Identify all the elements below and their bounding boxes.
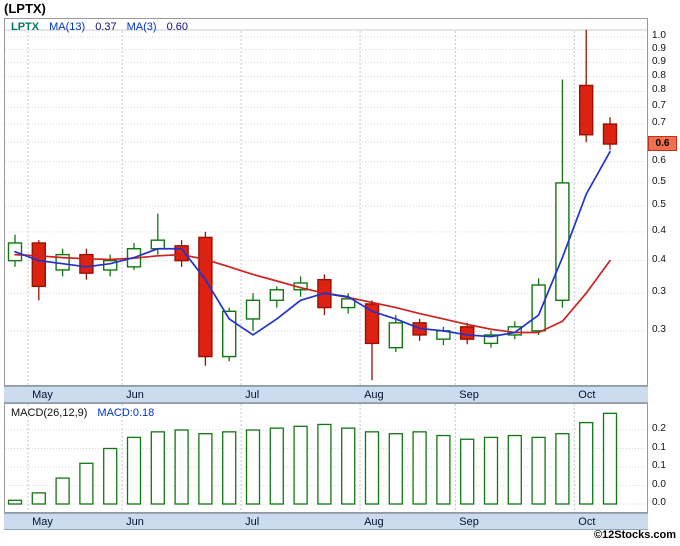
- ma13-value: 0.37: [95, 21, 117, 33]
- price-axis: 1.00.90.90.80.80.70.70.60.60.50.50.40.40…: [649, 18, 680, 386]
- macd-value: MACD:0.18: [97, 407, 155, 419]
- month-label: Jul: [245, 389, 260, 401]
- price-tick-label: 0.5: [652, 175, 666, 187]
- price-tick-label: 1.0: [652, 30, 666, 41]
- month-axis-price: May Jun Jul Aug Sep Oct: [4, 386, 648, 403]
- month-label: Oct: [578, 516, 596, 528]
- macd-tick-label: 0.2: [652, 423, 666, 434]
- candlestick-chart: [5, 29, 647, 385]
- price-tick-label: 0.7: [652, 117, 666, 129]
- month-axis-macd: May Jun Jul Aug Sep Oct: [4, 513, 648, 530]
- macd-tick-label: 0.0: [652, 497, 666, 508]
- price-legend: LPTX MA(13) 0.37 MA(3) 0.60: [11, 21, 198, 33]
- macd-tick-label: 0.1: [652, 460, 666, 471]
- month-label: May: [32, 516, 53, 528]
- price-tick-label: 0.6: [652, 154, 666, 166]
- price-tick-label: 0.4: [652, 224, 666, 236]
- price-tick-label: 0.3: [652, 323, 666, 335]
- ma3-label: MA(3): [126, 21, 157, 33]
- month-label: Oct: [578, 389, 596, 401]
- ticker-symbol: LPTX: [11, 21, 40, 33]
- month-label: Sep: [459, 389, 479, 401]
- month-label: Aug: [364, 389, 384, 401]
- month-label: Sep: [459, 516, 479, 528]
- price-pane: LPTX MA(13) 0.37 MA(3) 0.60: [4, 18, 648, 386]
- macd-params: MACD(26,12,9): [11, 407, 88, 419]
- ma13-label: MA(13): [49, 21, 86, 33]
- price-tick-label: 0.4: [652, 253, 666, 265]
- macd-tick-label: 0.0: [652, 478, 666, 490]
- month-label: May: [32, 389, 53, 401]
- price-tick-label: 0.9: [652, 55, 666, 67]
- macd-axis: 0.2 0.1 0.1 0.0 0.0: [649, 403, 680, 513]
- credit-text: ©12Stocks.com: [593, 529, 676, 541]
- month-label: Jun: [126, 389, 144, 401]
- price-tick-label: 0.8: [652, 84, 666, 96]
- month-label: Aug: [364, 516, 384, 528]
- macd-pane: MACD(26,12,9) MACD:0.18: [4, 403, 648, 513]
- month-label: Jul: [245, 516, 260, 528]
- price-tick-label: 0.8: [652, 69, 666, 81]
- macd-tick-label: 0.1: [652, 441, 666, 453]
- macd-histogram: [5, 404, 647, 512]
- credit-footer: ©12Stocks.com: [0, 529, 676, 545]
- page-title: (LPTX): [4, 1, 46, 16]
- price-tick-label: 0.5: [652, 199, 666, 211]
- price-tick-label: 0.7: [652, 100, 666, 112]
- macd-legend: MACD(26,12,9) MACD:0.18: [11, 407, 164, 419]
- ma3-value: 0.60: [166, 21, 188, 33]
- last-price-badge: 0.6: [648, 136, 677, 152]
- price-tick-label: 0.9: [652, 42, 666, 54]
- month-label: Jun: [126, 516, 144, 528]
- price-tick-label: 0.3: [652, 286, 666, 298]
